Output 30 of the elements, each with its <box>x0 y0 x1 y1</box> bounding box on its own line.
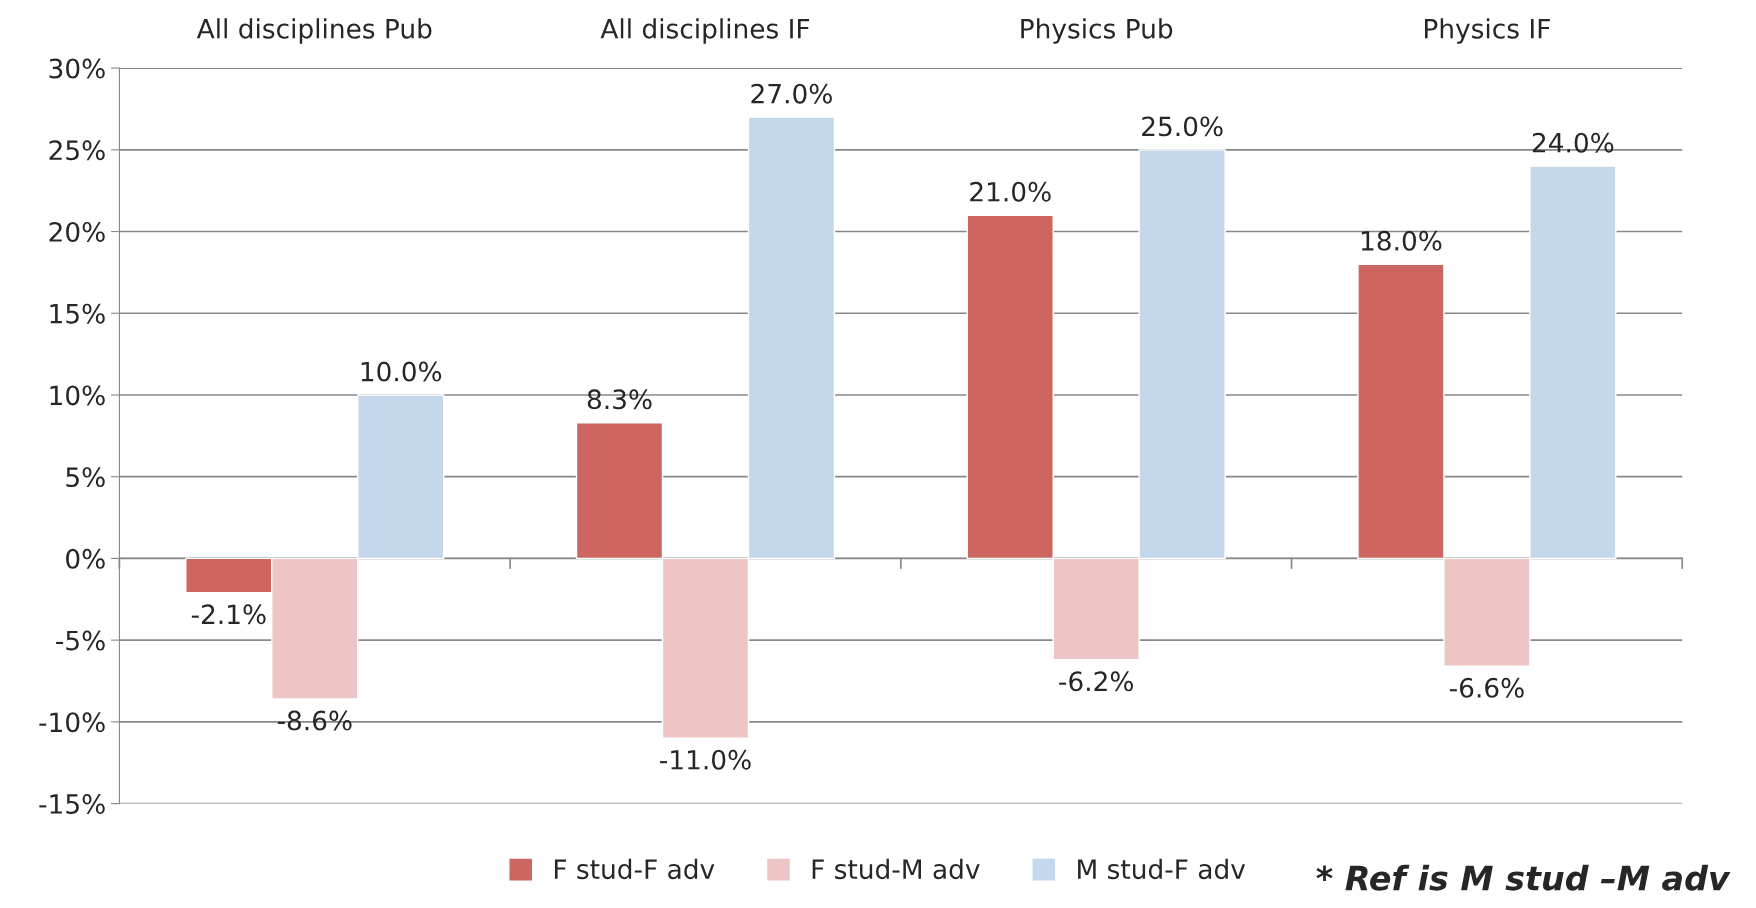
x-tick-label: All disciplines Pub <box>196 18 432 44</box>
y-tick-label: 25% <box>49 140 105 161</box>
text: * Ref is M stud –M adv <box>1316 864 1731 891</box>
y-tick-label: 20% <box>49 221 105 242</box>
data-label: -6.6% <box>1449 677 1524 698</box>
y-tick-label: 0% <box>66 548 105 569</box>
data-label: 24.0% <box>1532 132 1614 153</box>
data-label: -11.0% <box>660 749 751 770</box>
legend-label: F stud-M adv <box>812 858 980 880</box>
data-label: -6.2% <box>1059 671 1134 692</box>
y-tick-label: 10% <box>50 385 105 406</box>
data-label: 8.3% <box>587 389 652 410</box>
x-tick-label: Physics IF <box>1425 18 1550 44</box>
legend-label: M stud-F adv <box>1078 858 1246 880</box>
legend-label: F stud-F adv <box>554 858 715 880</box>
data-label: 18.0% <box>1361 230 1442 251</box>
data-label: 25.0% <box>1142 116 1223 137</box>
data-label: 27.0% <box>751 83 832 104</box>
y-tick-label: 5% <box>66 467 105 488</box>
y-tick-label: 30% <box>49 58 105 79</box>
y-tick-label: -5% <box>56 630 105 651</box>
y-tick-label: -10% <box>39 712 105 733</box>
y-tick-label: -15% <box>39 794 105 814</box>
x-tick-label: Physics Pub <box>1021 18 1173 44</box>
x-tick-label: All disciplines IF <box>600 18 810 44</box>
data-label: -8.6% <box>277 710 352 731</box>
data-label: 10.0% <box>361 361 442 382</box>
data-label: -2.1% <box>191 604 266 625</box>
y-tick-label: 15% <box>50 303 105 324</box>
data-label: 21.0% <box>970 181 1051 202</box>
